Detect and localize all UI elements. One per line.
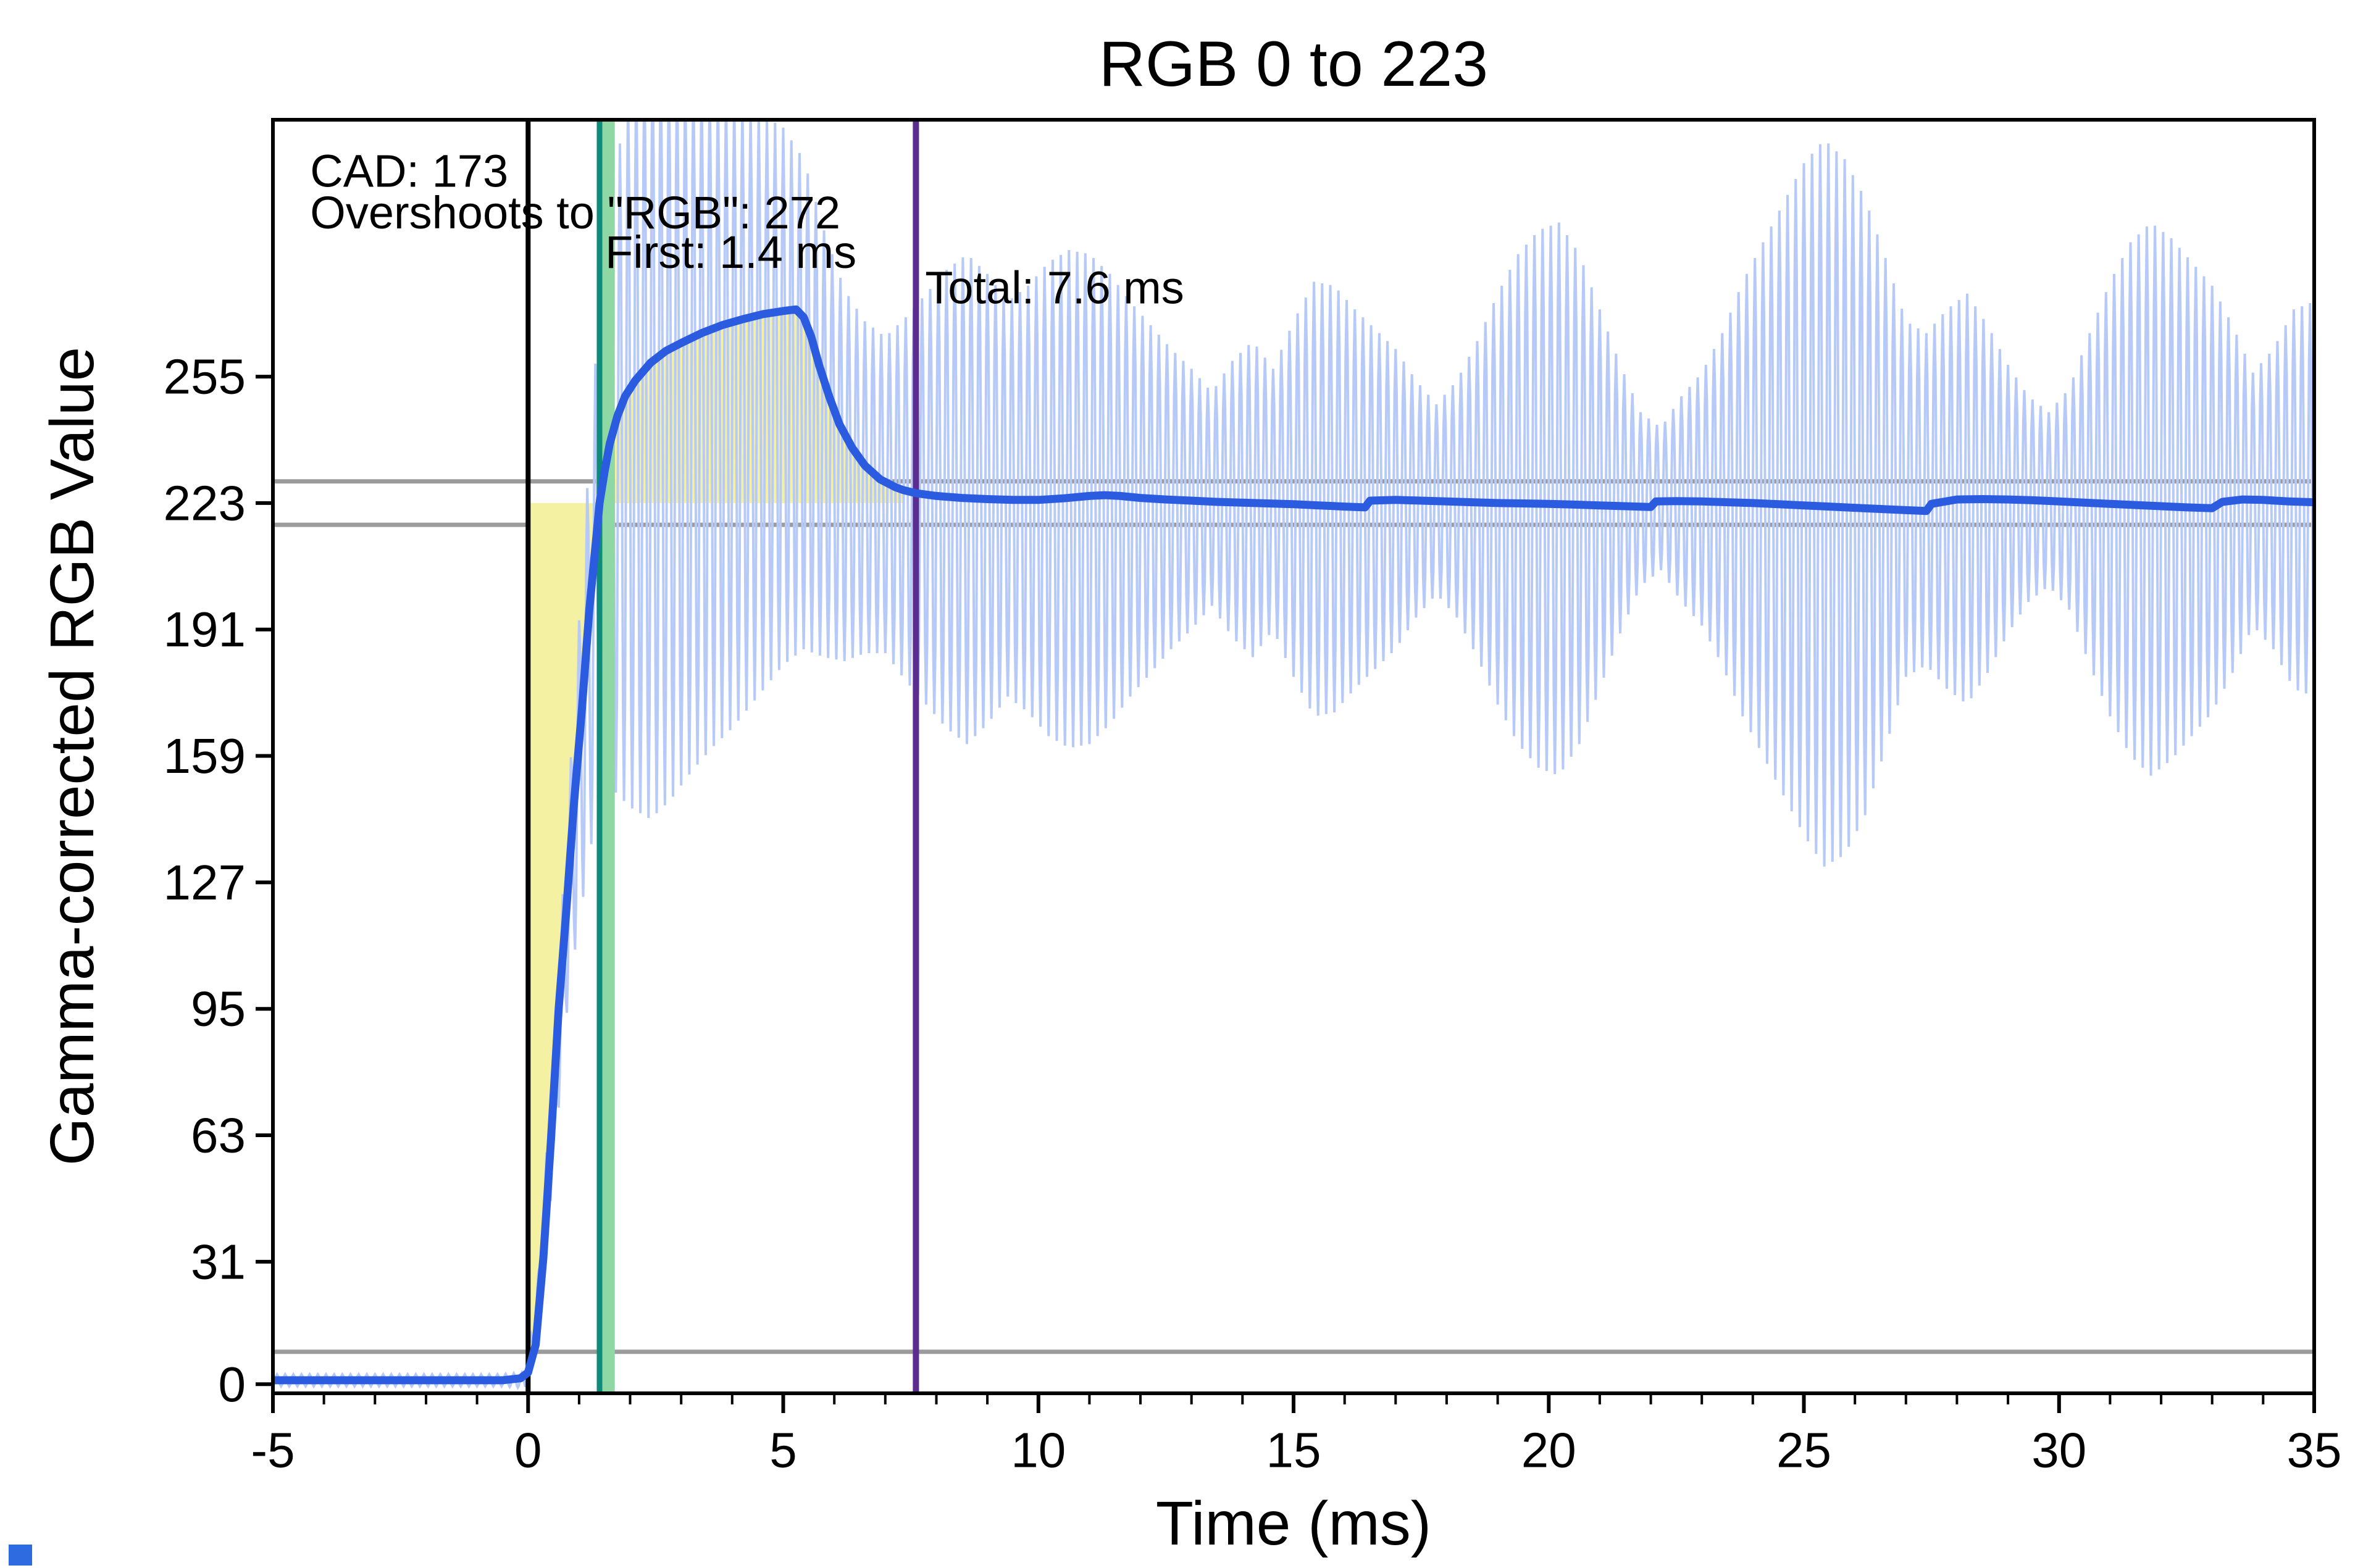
x-tick-label: 20 xyxy=(1521,1423,1576,1478)
y-tick-label: 255 xyxy=(164,349,246,404)
x-tick-label: 10 xyxy=(1011,1423,1066,1478)
first-response-band xyxy=(601,120,615,1393)
x-tick-label: 0 xyxy=(514,1423,542,1478)
y-tick-label: 63 xyxy=(191,1108,246,1163)
response-curve-series xyxy=(273,305,2314,1385)
y-axis-label: Gamma-corrected RGB Value xyxy=(38,347,107,1166)
x-tick-label: 35 xyxy=(2287,1423,2342,1478)
x-tick-label: 25 xyxy=(1776,1423,1831,1478)
y-tick-label: 159 xyxy=(164,728,246,783)
x-tick-label: 15 xyxy=(1266,1423,1321,1478)
x-tick-label: 5 xyxy=(769,1423,797,1478)
chart-title: RGB 0 to 223 xyxy=(1099,28,1488,100)
y-tick-label: 223 xyxy=(164,475,246,530)
total-response-annotation: Total: 7.6 ms xyxy=(925,262,1184,314)
y-tick-label: 95 xyxy=(191,982,246,1036)
overshoot-annotation: Overshoots to "RGB": 272 xyxy=(310,187,840,238)
corner-artifact-mark xyxy=(9,1545,32,1566)
y-tick-label: 31 xyxy=(191,1234,246,1289)
x-tick-label: -5 xyxy=(251,1423,295,1478)
plot-area-layers xyxy=(273,120,2314,1393)
x-axis-label: Time (ms) xyxy=(1156,1489,1431,1558)
y-tick-label: 127 xyxy=(164,855,246,910)
y-tick-label: 0 xyxy=(219,1357,246,1412)
first-response-annotation: First: 1.4 ms xyxy=(605,227,856,278)
cad-annotation: CAD: 173 xyxy=(310,146,508,197)
x-tick-label: 30 xyxy=(2031,1423,2086,1478)
y-tick-label: 191 xyxy=(164,602,246,657)
